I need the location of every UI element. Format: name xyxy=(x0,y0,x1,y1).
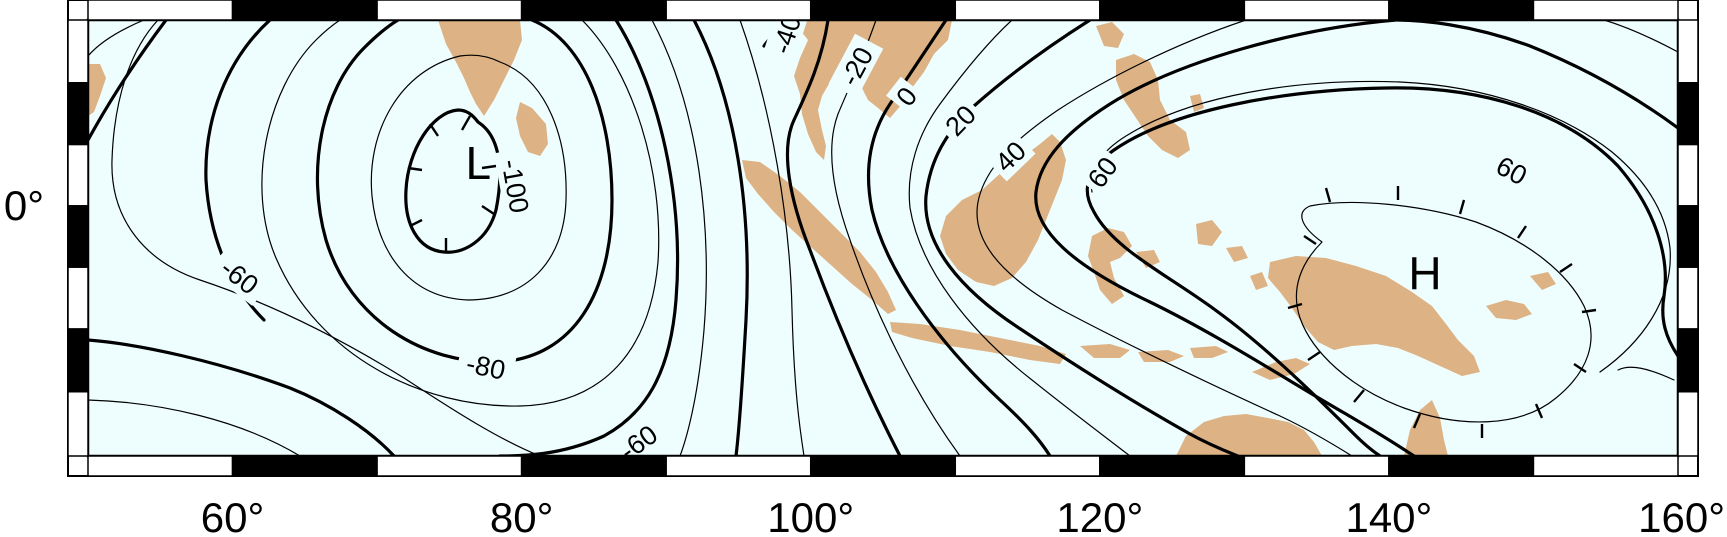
extreme-markers: LH xyxy=(465,137,1441,299)
contour-minus-50-lower xyxy=(88,399,301,456)
frame-right-segment xyxy=(1677,391,1699,457)
frame-left-segment xyxy=(67,19,89,84)
contour-plus-60 xyxy=(1085,86,1678,456)
frame-top-segment xyxy=(809,0,957,21)
map-frame xyxy=(67,0,1699,477)
frame-top-segment xyxy=(231,0,378,21)
land-lesser-sunda xyxy=(1080,344,1228,362)
x-tick-label: 140° xyxy=(1345,494,1432,537)
frame-bottom-segment xyxy=(231,455,378,477)
contour-minus-40 xyxy=(88,20,749,456)
contour-plus-30 xyxy=(976,20,1353,456)
land-sulawesi xyxy=(1088,228,1160,304)
high-marker: H xyxy=(1408,247,1441,299)
frame-left-segment xyxy=(67,143,89,207)
frame-bottom-segment xyxy=(809,455,957,477)
frame-right-segment xyxy=(1677,143,1699,207)
x-tick-label: 100° xyxy=(767,494,854,537)
contour-plus-20 xyxy=(924,20,1240,456)
frame-bottom-segment xyxy=(1388,455,1535,477)
frame-bottom-segment xyxy=(520,455,667,477)
land-maluku xyxy=(1196,220,1248,262)
contour-minus-30 xyxy=(88,20,805,456)
contour-minus-60-left xyxy=(88,338,396,456)
contour-minus-50 xyxy=(111,20,707,456)
frame-left-segment xyxy=(67,328,89,393)
land-philippines xyxy=(1096,22,1204,158)
frame-left-segment xyxy=(67,391,89,457)
frame-left-segment xyxy=(67,82,89,146)
frame-bottom-segment xyxy=(665,455,812,477)
frame-top-segment xyxy=(1243,0,1390,21)
contour-lines xyxy=(88,20,1678,456)
frame-left-segment xyxy=(67,205,89,268)
frame-bottom-segment xyxy=(954,455,1101,477)
frame-top-segment xyxy=(87,0,234,21)
frame-right-segment xyxy=(1677,328,1699,393)
frame-bottom-segment xyxy=(376,455,523,477)
frame-bottom-segment xyxy=(1243,455,1390,477)
contour-minus-20 xyxy=(785,20,902,456)
frame-bottom-segment xyxy=(1532,455,1679,477)
contour-plus-70 xyxy=(1295,201,1592,423)
land-australia xyxy=(1176,400,1448,456)
frame-top-segment xyxy=(665,0,812,21)
frame-bottom-segment xyxy=(87,455,234,477)
land-sumatra xyxy=(742,160,896,314)
y-tick-label: 0° xyxy=(4,182,44,229)
frame-right-segment xyxy=(1677,205,1699,268)
axis-labels: 60° 80° 100° 120° 140° 160° 0° xyxy=(4,182,1725,537)
land-new-guinea xyxy=(1250,256,1480,376)
land-india xyxy=(438,20,522,116)
frame-top-segment xyxy=(1388,0,1535,21)
land-sri-lanka xyxy=(516,102,548,156)
frame-left-segment xyxy=(67,266,89,330)
land-timor xyxy=(1252,358,1310,380)
land-arabian-coast xyxy=(88,64,106,116)
frame-top-segment xyxy=(520,0,667,21)
land-java xyxy=(890,322,1066,364)
x-tick-label: 120° xyxy=(1056,494,1143,537)
x-tick-label: 80° xyxy=(490,494,554,537)
frame-top-segment xyxy=(954,0,1101,21)
contour-plus-40 xyxy=(1034,20,1678,456)
frame-top-segment xyxy=(376,0,523,21)
contour-minus-70 xyxy=(261,20,660,407)
frame-right-segment xyxy=(1677,266,1699,330)
frame-top-segment xyxy=(1532,0,1679,21)
land-borneo xyxy=(940,134,1066,286)
x-tick-label: 60° xyxy=(201,494,265,537)
contour-plus-10 xyxy=(908,20,1131,456)
x-tick-label: 160° xyxy=(1638,494,1725,537)
land-mainland-se-asia xyxy=(794,20,952,160)
land-masses xyxy=(88,20,1556,456)
contour-plus-50 xyxy=(1090,20,1678,381)
contour-minus-80 xyxy=(315,20,614,364)
frame-right-segment xyxy=(1677,82,1699,146)
frame-right-segment xyxy=(1677,19,1699,84)
contour-minus-90 xyxy=(370,54,567,301)
frame-bottom-segment xyxy=(1099,455,1246,477)
land-bismarck xyxy=(1486,272,1556,320)
frame-top-segment xyxy=(1099,0,1246,21)
contour-ticks xyxy=(407,115,1597,438)
low-marker: L xyxy=(465,137,491,189)
contour-minus-100 xyxy=(404,108,502,254)
